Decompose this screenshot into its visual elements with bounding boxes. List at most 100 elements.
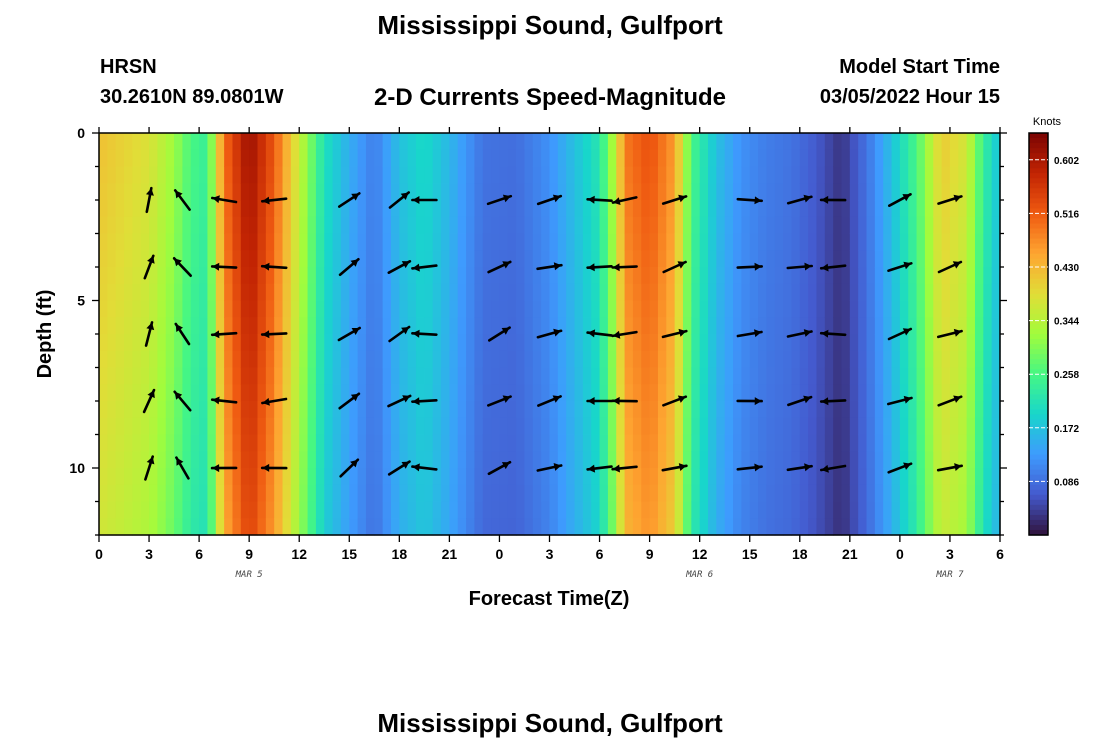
heatmap-cell — [774, 300, 784, 318]
heatmap-cell — [132, 267, 142, 285]
heatmap-cell — [532, 216, 542, 235]
heatmap-cell — [933, 216, 943, 235]
heatmap-cell — [541, 518, 551, 536]
heatmap-cell — [299, 133, 309, 151]
heatmap-cell — [190, 518, 200, 536]
heatmap-cell — [416, 451, 425, 469]
heatmap-cell — [883, 300, 893, 318]
heatmap-cell — [682, 200, 692, 218]
heatmap-cell — [449, 384, 459, 402]
heatmap-cell — [624, 501, 634, 519]
heatmap-cell — [399, 183, 409, 201]
heatmap-cell — [224, 216, 234, 235]
heatmap-cell — [290, 501, 300, 519]
heatmap-cell — [382, 401, 392, 419]
heatmap-cell — [207, 283, 217, 302]
heatmap-cell — [874, 334, 884, 352]
heatmap-cell — [816, 384, 826, 402]
heatmap-cell — [966, 183, 976, 201]
heatmap-cell — [891, 300, 901, 318]
heatmap-cell — [733, 350, 742, 369]
heatmap-cell — [332, 317, 342, 335]
heatmap-cell — [716, 267, 726, 285]
heatmap-cell — [632, 401, 642, 419]
heatmap-cell — [699, 133, 709, 151]
heatmap-cell — [991, 501, 1001, 519]
heatmap-cell — [724, 417, 734, 436]
heatmap-cell — [532, 350, 542, 369]
x-tick-label: 18 — [792, 546, 808, 562]
heatmap-cell — [140, 350, 150, 369]
heatmap-cell — [949, 367, 959, 385]
heatmap-cell — [390, 484, 400, 503]
heatmap-cell — [307, 434, 317, 452]
heatmap-cell — [140, 484, 150, 503]
heatmap-cell — [607, 183, 617, 201]
heatmap-cell — [824, 267, 834, 285]
heatmap-cell — [899, 200, 909, 218]
heatmap-cell — [190, 451, 200, 469]
colorbar-segment — [1029, 399, 1048, 405]
heatmap-cell — [349, 451, 359, 469]
heatmap-cell — [432, 468, 442, 486]
heatmap-cell — [399, 149, 409, 168]
heatmap-cell — [282, 484, 292, 503]
heatmap-cell — [332, 166, 342, 184]
heatmap-cell — [182, 233, 192, 251]
heatmap-cell — [624, 183, 634, 201]
heatmap-cell — [407, 216, 417, 235]
heatmap-cell — [299, 401, 309, 419]
heatmap-cell — [524, 367, 534, 385]
heatmap-cell — [916, 200, 926, 218]
heatmap-cell — [891, 200, 901, 218]
heatmap-cell — [949, 484, 959, 503]
heatmap-cell — [432, 267, 442, 285]
heatmap-cell — [941, 149, 951, 168]
heatmap-cell — [474, 216, 484, 235]
current-arrow — [411, 196, 438, 204]
heatmap-cell — [933, 384, 943, 402]
heatmap-cell — [365, 401, 375, 419]
colorbar-segment — [1029, 424, 1048, 431]
heatmap-cell — [916, 216, 926, 235]
heatmap-cell — [632, 283, 642, 302]
heatmap-cell — [766, 233, 776, 251]
heatmap-cell — [733, 283, 742, 302]
heatmap-cell — [816, 149, 826, 168]
heatmap-cell — [682, 451, 692, 469]
heatmap-cell — [424, 216, 434, 235]
heatmap-cell — [482, 401, 492, 419]
heatmap-cell — [215, 250, 225, 268]
heatmap-cell — [833, 484, 843, 503]
heatmap-cell — [666, 501, 676, 519]
heatmap-cell — [349, 367, 359, 385]
heatmap-cell — [449, 334, 459, 352]
heatmap-cell — [783, 484, 793, 503]
heatmap-cell — [107, 451, 117, 469]
colorbar-segment — [1029, 233, 1048, 240]
heatmap-cell — [899, 317, 909, 335]
colorbar-segment — [1029, 148, 1048, 154]
heatmap-cell — [215, 200, 225, 218]
heatmap-cell — [157, 183, 167, 201]
heatmap-cell — [574, 367, 584, 385]
heatmap-cell — [441, 317, 450, 335]
heatmap-cell — [149, 183, 158, 201]
current-arrow — [411, 463, 438, 472]
heatmap-cell — [749, 468, 759, 486]
heatmap-cell — [799, 334, 809, 352]
heatmap-cell — [390, 451, 400, 469]
heatmap-cell — [290, 334, 300, 352]
heatmap-cell — [716, 250, 726, 268]
heatmap-cell — [432, 183, 442, 201]
heatmap-cell — [507, 250, 517, 268]
colorbar-segment — [1029, 494, 1048, 501]
heatmap-cell — [532, 317, 542, 335]
heatmap-cell — [240, 401, 250, 419]
heatmap-cell — [466, 401, 476, 419]
heatmap-cell — [691, 166, 701, 184]
colorbar-segment — [1029, 143, 1048, 149]
heatmap-cell — [416, 417, 425, 436]
heatmap-cell — [207, 149, 217, 168]
heatmap-cell — [365, 501, 375, 519]
